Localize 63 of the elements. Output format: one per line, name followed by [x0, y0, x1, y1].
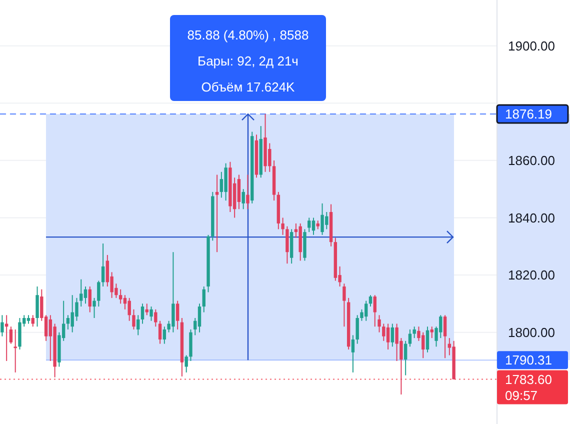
candlestick [14, 328, 17, 373]
candlestick [31, 314, 34, 328]
candlestick [242, 188, 245, 210]
candlestick [382, 323, 386, 342]
candlestick [4, 314, 8, 362]
candlestick [408, 328, 412, 348]
candlestick [373, 294, 376, 328]
candlestick [66, 314, 70, 330]
y-tick-label: 1820.00 [508, 268, 555, 283]
candlestick [97, 280, 100, 308]
candlestick [368, 294, 372, 308]
candlestick [9, 326, 13, 344]
annotation: Объём 17.624K [201, 80, 296, 95]
candlestick [281, 217, 284, 236]
candlestick [176, 300, 180, 330]
candlestick [286, 226, 289, 264]
candlestick [426, 326, 430, 353]
annotation: 85.88 (4.80%) , 8588 [187, 28, 309, 43]
candlestick [101, 243, 105, 287]
candlestick [237, 174, 241, 210]
candlestick [246, 174, 250, 210]
candlestick [84, 286, 88, 304]
y-tick-label: 1840.00 [508, 210, 555, 226]
ref-line-label: 1790.31 [505, 352, 552, 368]
candlestick [132, 308, 136, 330]
candlestick [215, 174, 219, 253]
y-tick-label: 1900.00 [508, 38, 555, 54]
candlestick [351, 334, 355, 373]
candlestick [198, 303, 202, 333]
candlestick [140, 303, 144, 324]
text: 09:57 [505, 388, 538, 403]
candlestick [220, 171, 224, 198]
ref-line-label: 1876.19 [505, 106, 552, 122]
candlestick [162, 326, 166, 344]
candlestick [92, 297, 96, 318]
candlestick [430, 326, 434, 339]
candlestick [80, 278, 83, 308]
candlestick [404, 340, 408, 376]
candlestick [158, 320, 162, 344]
y-tick-label: 1860.00 [508, 152, 555, 168]
candlestick [312, 217, 316, 236]
candlestick [342, 283, 346, 328]
candlestick [386, 323, 390, 350]
candlestick [150, 306, 153, 322]
candlestick [136, 314, 140, 336]
candlestick [0, 314, 4, 337]
candlestick [308, 217, 311, 233]
ref-line-label: 1783.60 [505, 372, 552, 387]
candlestick [378, 314, 381, 333]
candlestick [356, 314, 359, 344]
y-tick-label: 1800.00 [508, 324, 555, 340]
candlestick [202, 286, 206, 313]
candlestick [184, 354, 188, 373]
candlestick [128, 297, 131, 322]
candlestick [412, 326, 416, 339]
candlestick [36, 286, 39, 328]
candlestick [88, 286, 92, 313]
candlestick [443, 314, 447, 359]
candlestick [145, 303, 148, 316]
candlestick [118, 288, 122, 304]
annotation: Бары: 92, 2д 21ч [198, 54, 298, 69]
candlestick [154, 308, 158, 328]
candlestick [390, 323, 394, 348]
